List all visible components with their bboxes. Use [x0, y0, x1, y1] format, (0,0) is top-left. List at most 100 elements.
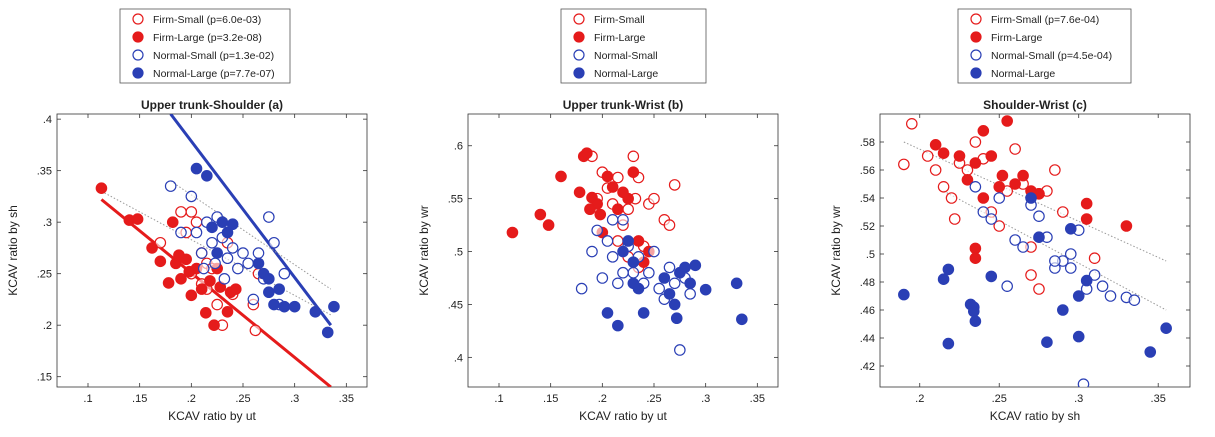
data-point — [1025, 192, 1037, 204]
data-point — [131, 213, 144, 225]
y-tick-label: .42 — [860, 361, 875, 373]
data-point — [699, 283, 712, 296]
data-point — [95, 182, 108, 194]
legend-entry: Normal-Large — [991, 68, 1055, 80]
data-point — [689, 259, 702, 272]
legend-entry: Firm-Small — [594, 14, 645, 26]
data-point — [221, 226, 234, 239]
legend-entry: Firm-Large — [594, 32, 646, 44]
data-point — [969, 242, 982, 255]
data-point — [985, 270, 998, 283]
data-point — [993, 220, 1006, 232]
data-point — [905, 118, 918, 130]
data-point — [211, 298, 223, 311]
data-point — [937, 273, 950, 285]
data-point — [252, 247, 265, 259]
data-point — [1160, 322, 1172, 334]
y-tick-label: .3 — [43, 217, 52, 229]
data-point — [627, 150, 640, 163]
y-axis-label: KCAV ratio by sh — [6, 205, 20, 295]
data-point — [573, 186, 586, 199]
data-point — [263, 286, 275, 299]
data-point — [1064, 262, 1077, 274]
data-point — [201, 170, 213, 182]
x-axis-label: KCAV ratio by sh — [990, 409, 1080, 423]
axes-box — [879, 113, 1191, 388]
data-point — [328, 300, 340, 313]
y-tick-label: .58 — [860, 137, 875, 149]
data-point — [1057, 206, 1069, 218]
data-point — [268, 236, 280, 249]
y-axis-label: KCAV ratio by wr — [417, 205, 431, 295]
data-point — [534, 208, 547, 221]
data-point — [627, 166, 640, 178]
legend-entry: Normal-Large — [594, 68, 658, 80]
data-point — [627, 256, 640, 268]
data-point — [1144, 346, 1157, 358]
confidence-line — [170, 180, 332, 290]
data-point — [185, 206, 198, 218]
data-point — [612, 171, 624, 184]
chart-panel-2: .1 .15 .2 .25 .3 .35 .4 .45 .5 .55 .6 Upper trunk-W… — [417, 8, 779, 423]
data-point — [617, 266, 629, 279]
data-point — [1009, 178, 1021, 190]
legend-entry: Normal-Small — [594, 50, 658, 62]
legend-marker — [970, 49, 982, 61]
data-point — [601, 170, 614, 183]
data-point — [154, 255, 167, 268]
chart-title: Upper trunk-Wrist (b) — [563, 98, 683, 112]
data-point — [1128, 294, 1141, 306]
data-point — [208, 319, 220, 331]
x-tick-label: .35 — [750, 393, 765, 405]
data-point — [606, 251, 619, 263]
axes-box — [56, 113, 368, 388]
data-point — [273, 283, 285, 295]
data-point — [173, 249, 185, 261]
data-point — [221, 305, 234, 318]
data-point — [606, 181, 619, 193]
data-point — [252, 257, 265, 270]
data-point — [898, 288, 910, 301]
data-point — [185, 190, 198, 203]
data-point — [937, 147, 950, 159]
data-point — [996, 169, 1009, 182]
data-point — [209, 257, 221, 270]
x-tick-label: .1 — [494, 393, 503, 405]
x-tick-label: .35 — [339, 393, 354, 405]
legend-entry: Firm-Small (p=7.6e-04) — [991, 14, 1099, 26]
data-point — [898, 158, 910, 171]
data-point — [668, 179, 681, 191]
legend-entry: Firm-Large — [991, 32, 1043, 44]
legend-box — [560, 8, 707, 84]
data-point — [1080, 213, 1093, 225]
y-tick-label: .44 — [860, 333, 875, 345]
plot-area — [506, 147, 748, 356]
data-point — [263, 273, 275, 285]
data-point — [1072, 330, 1085, 343]
data-point — [1104, 290, 1117, 302]
data-point — [977, 125, 990, 137]
data-point — [961, 174, 974, 186]
data-point — [967, 305, 980, 318]
data-point — [221, 252, 234, 265]
data-point — [622, 192, 634, 205]
data-point — [606, 214, 619, 226]
data-point — [591, 224, 603, 237]
trend-line — [100, 198, 332, 387]
x-tick-label: .3 — [701, 393, 710, 405]
y-tick-label: .46 — [860, 305, 875, 317]
x-tick-label: .25 — [646, 393, 661, 405]
legend: Firm-Small (p=6.0e-03) Firm-Large (p=3.2e… — [119, 8, 291, 84]
y-tick-label: .25 — [37, 269, 52, 281]
data-point — [247, 293, 260, 306]
data-point — [555, 170, 567, 183]
data-point — [506, 226, 519, 239]
data-point — [730, 277, 743, 290]
data-point — [977, 192, 990, 204]
data-point — [612, 277, 624, 290]
data-point — [969, 157, 982, 169]
data-point — [594, 208, 607, 221]
data-point — [204, 275, 216, 287]
x-tick-label: .2 — [915, 393, 924, 405]
